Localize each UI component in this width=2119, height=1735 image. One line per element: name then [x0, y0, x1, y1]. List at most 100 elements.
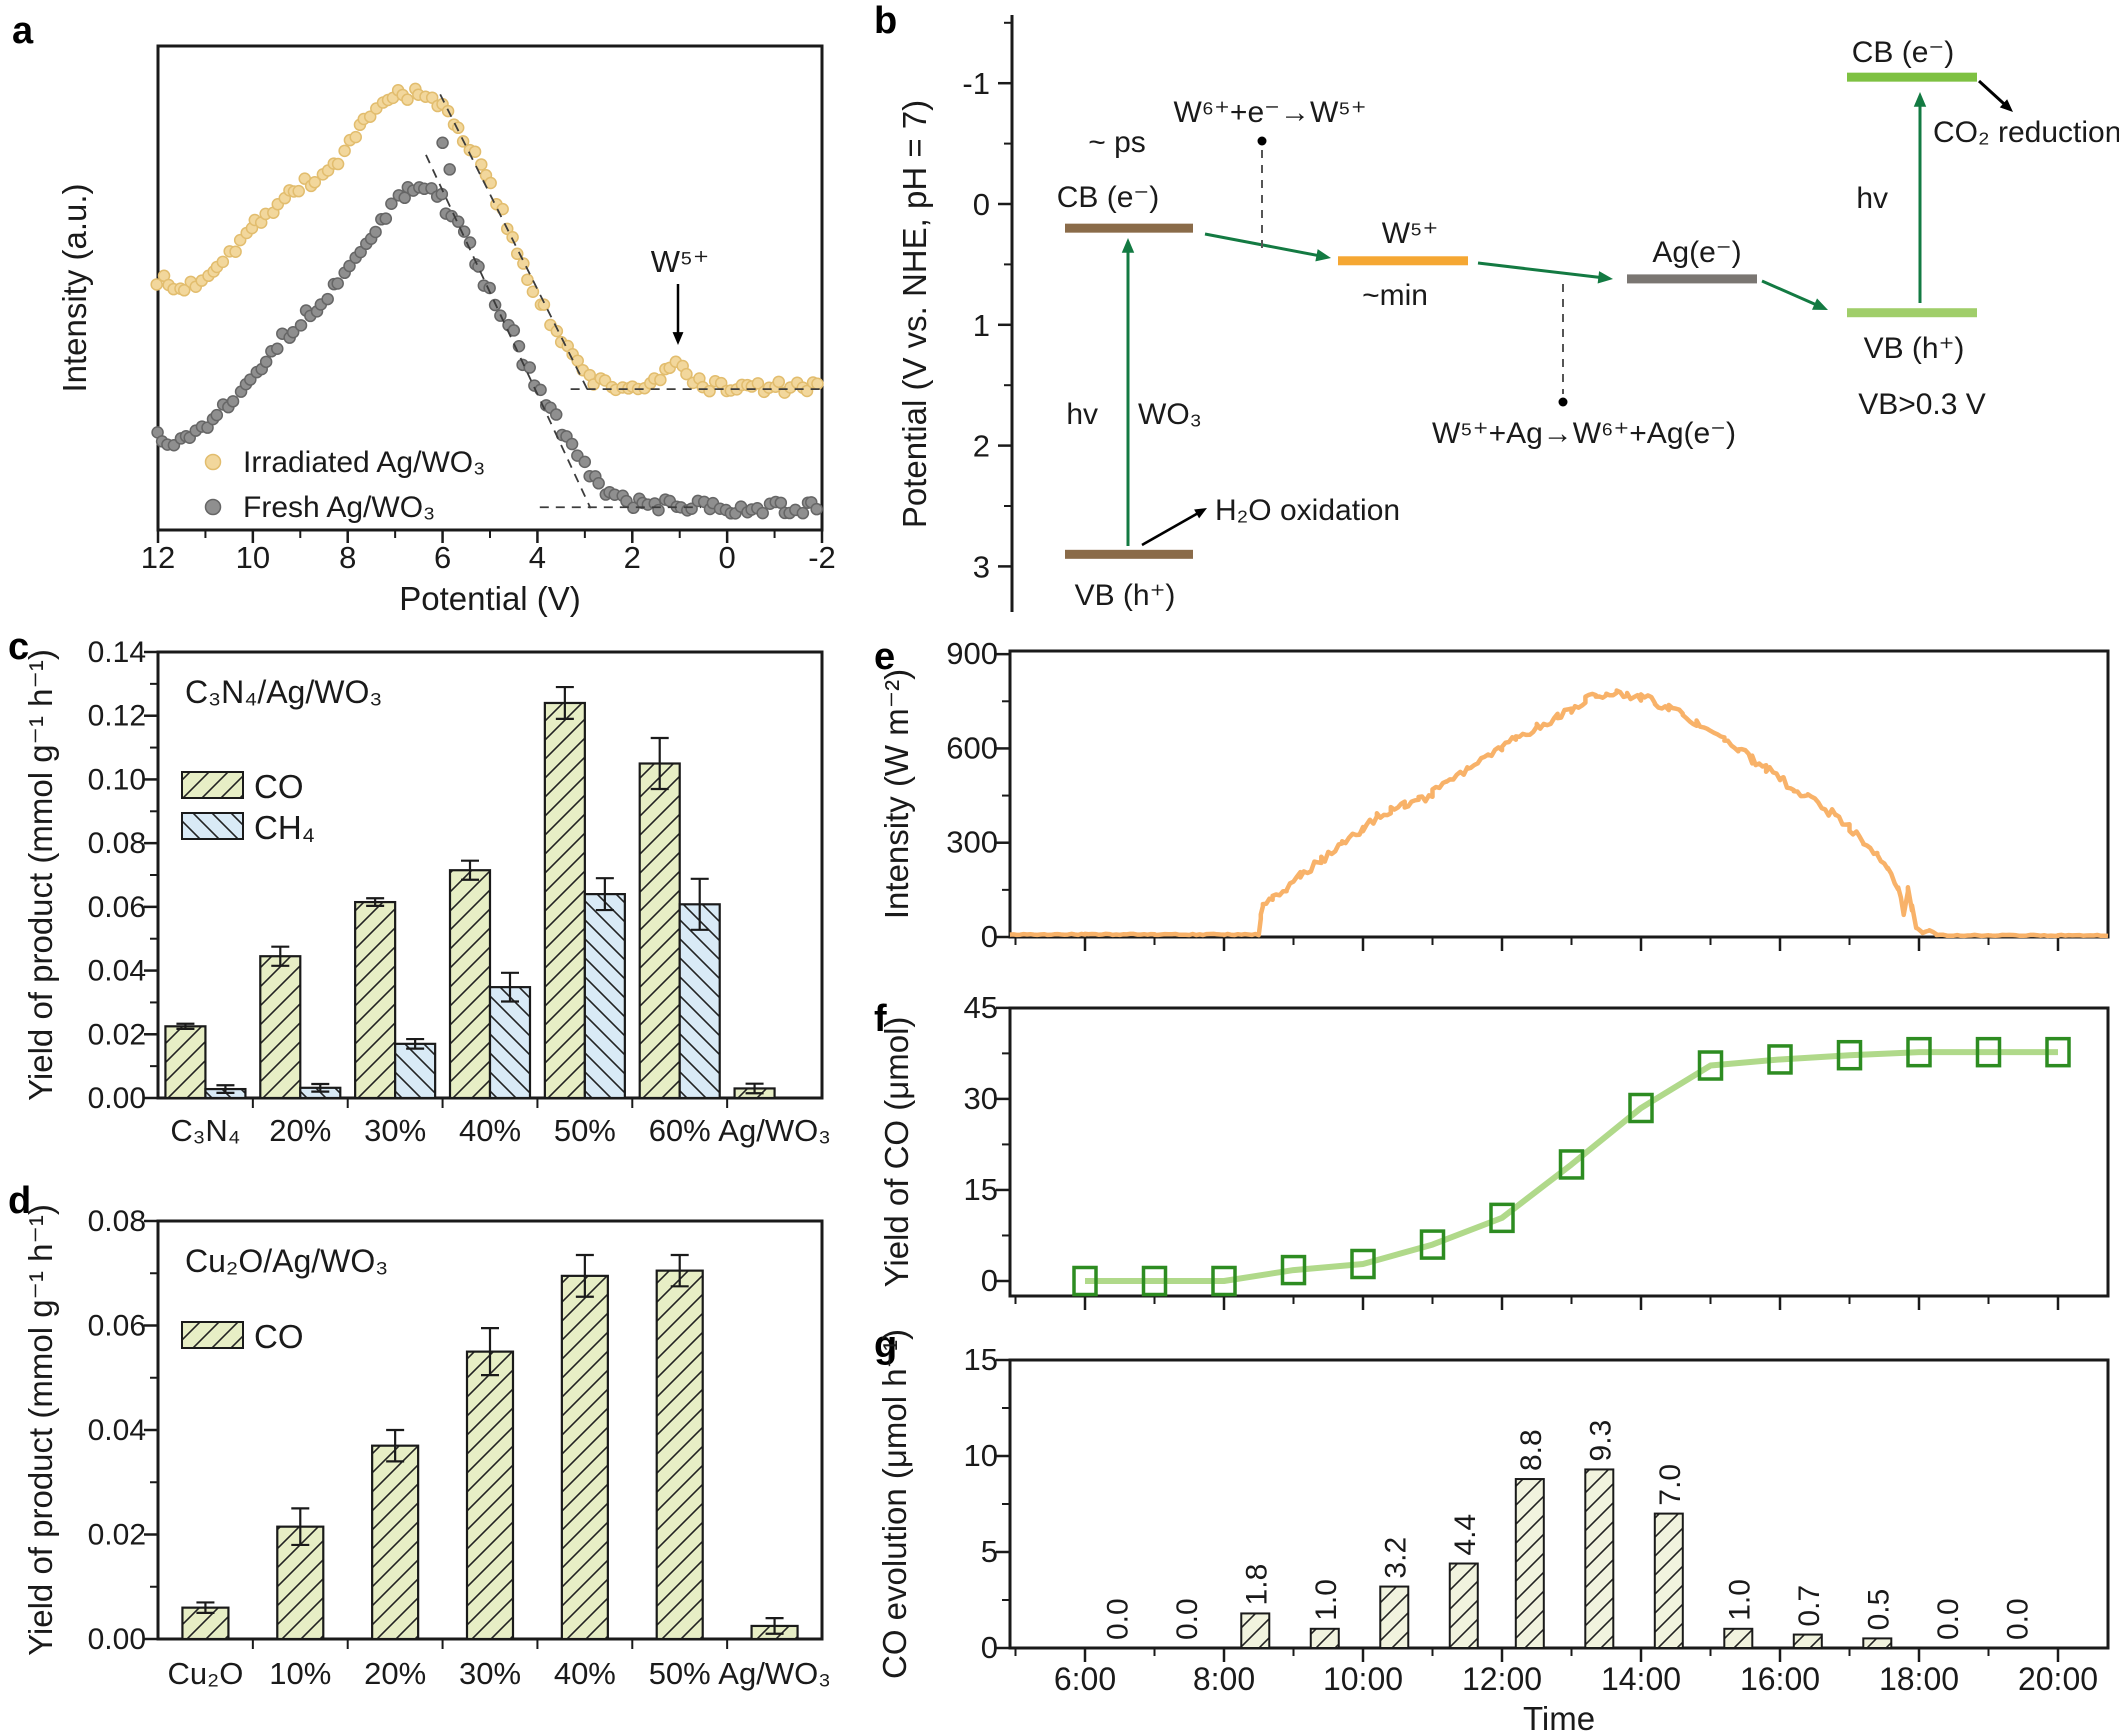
y-tick-label: 0.04 [88, 955, 146, 988]
level-cb [1847, 72, 1977, 82]
y-tick-label: 0.04 [88, 1414, 146, 1447]
x-tick-label: 12:00 [1462, 1661, 1542, 1697]
y-tick-label: 15 [964, 1172, 998, 1207]
bar-value-label: 0.5 [1862, 1589, 1895, 1631]
CH₄-bar-hatch [583, 893, 626, 1100]
level-wo3-cb [1065, 223, 1193, 233]
data-point [292, 184, 305, 198]
data-point [810, 502, 823, 516]
y-tick-label: 0.00 [88, 1082, 146, 1115]
panel-a-chart: 12 10 8 6 4 2 0 -2 Potential (V) Intensity (a.u.)… [56, 44, 836, 617]
data-point [578, 455, 592, 469]
data-point [226, 395, 240, 408]
transfer-arrow-1-head [1315, 249, 1331, 262]
bar-value-label: 1.8 [1240, 1564, 1273, 1606]
y-tick-label: 30 [964, 1081, 998, 1116]
y-axis-title: Yield of product (mmol g⁻¹ h⁻¹) [22, 649, 59, 1101]
y-tick-label: 0.14 [88, 636, 146, 669]
y-tick-label: 0.10 [88, 763, 146, 796]
level-ag [1627, 274, 1757, 284]
y-tick-label: 0.08 [88, 827, 146, 860]
y-tick-label: 45 [964, 990, 998, 1025]
category-label: 50% [554, 1113, 616, 1148]
data-marker [1558, 1149, 1585, 1180]
label-hv-2: hv [1856, 182, 1888, 215]
x-tick-label: 14:00 [1601, 1661, 1681, 1697]
data-point [150, 278, 163, 291]
x-tick-label: 8:00 [1193, 1661, 1255, 1697]
bar-value-label: 0.0 [1932, 1598, 1965, 1640]
legend-marker [204, 498, 222, 516]
bar-value-label: 9.3 [1584, 1420, 1617, 1462]
data-point [369, 225, 382, 239]
data-marker [1211, 1265, 1237, 1297]
annotation-arrow-head [672, 332, 684, 345]
CO-bar-hatch [465, 1350, 515, 1641]
data-point [363, 110, 377, 123]
data-point [294, 319, 308, 332]
legend-swatch-hatch [181, 1321, 244, 1349]
label-h2o-oxidation: H₂O oxidation [1215, 494, 1400, 527]
data-point [811, 377, 824, 391]
data-point [549, 408, 563, 421]
y-tick-label: 0.06 [88, 1310, 146, 1343]
co2-arrow [1977, 79, 2006, 106]
data-point [523, 361, 536, 374]
plot-frame [1008, 1006, 2110, 1298]
label-min: ~min [1362, 279, 1428, 312]
data-marker [1141, 1265, 1168, 1297]
y-tick-label: -1 [962, 66, 990, 101]
eq1-dot [1257, 136, 1267, 146]
bar-value-label: 1.0 [1310, 1579, 1343, 1621]
evolution-bar-hatch [1448, 1562, 1479, 1650]
y-tick-label: 15 [964, 1342, 998, 1377]
transfer-arrow-3-head [1812, 298, 1828, 310]
data-point [321, 292, 334, 306]
panel-letter-e: e [874, 636, 896, 678]
data-point [796, 506, 810, 520]
data-marker [1280, 1254, 1307, 1286]
evolution-bar-hatch [1653, 1512, 1684, 1649]
data-point [571, 354, 584, 368]
bar-value-label: 0.7 [1793, 1585, 1826, 1627]
data-marker [1975, 1036, 2002, 1068]
h2o-arrow [1141, 512, 1199, 547]
data-point [654, 373, 667, 387]
category-label: Cu₂O [168, 1656, 244, 1691]
label-eq1: W⁶⁺+e⁻→W⁵⁺ [1173, 96, 1366, 129]
eq2-dot [1558, 397, 1568, 407]
category-label: Ag/WO₃ [718, 1656, 831, 1691]
x-axis-title: Time [1523, 1700, 1595, 1735]
CO-bar-hatch [560, 1274, 609, 1641]
y-axis-title: Potential (V vs. NHE, pH = 7) [896, 100, 933, 528]
data-marker [1697, 1050, 1724, 1081]
level-w5 [1338, 256, 1468, 266]
guide-dashed [425, 154, 592, 509]
x-tick-label: -2 [808, 540, 836, 575]
data-point [259, 355, 273, 369]
label-hv-1: hv [1066, 398, 1098, 431]
data-marker [1419, 1229, 1446, 1260]
panel-d-chart: 0.00 0.02 0.04 0.06 0.08 Yield of product (mm… [22, 1204, 831, 1691]
data-point [652, 503, 665, 517]
y-tick-label: 0.02 [88, 1519, 146, 1552]
level-vb [1847, 308, 1977, 318]
data-point [592, 477, 605, 490]
label-co2-reduction: CO₂ reduction [1933, 116, 2119, 149]
category-label: 40% [459, 1113, 521, 1148]
data-point [680, 367, 693, 381]
data-point [385, 197, 398, 211]
data-point [379, 212, 393, 225]
data-marker [1836, 1039, 1863, 1071]
CO-bar-hatch [164, 1025, 207, 1100]
data-point [457, 225, 471, 238]
legend-swatch-hatch [181, 812, 244, 840]
annotation-w5: W⁵⁺ [651, 244, 709, 279]
x-tick-label: 12 [141, 540, 175, 575]
data-point [772, 375, 785, 389]
category-label: Ag/WO₃ [718, 1113, 831, 1148]
y-tick-label: 10 [964, 1438, 998, 1473]
data-point [472, 260, 485, 273]
data-point-outlier [436, 136, 449, 150]
